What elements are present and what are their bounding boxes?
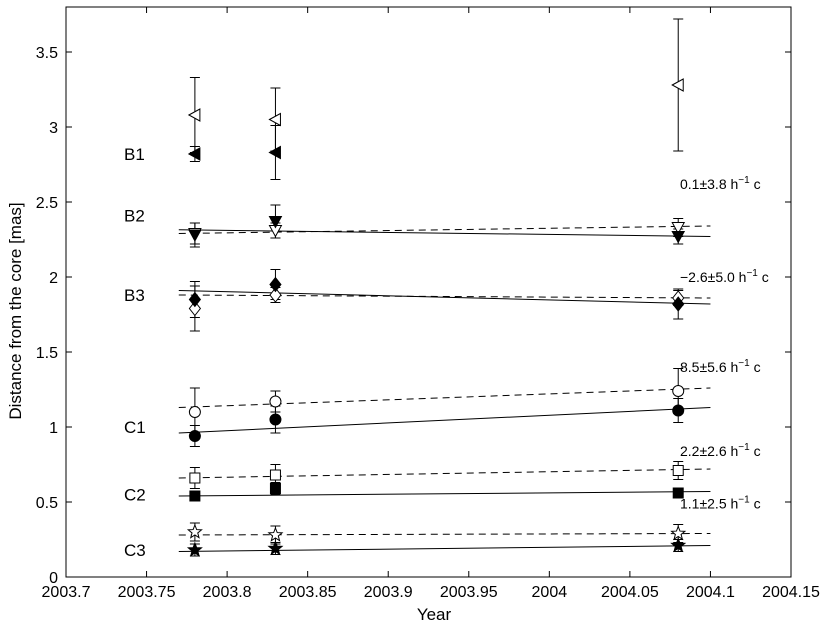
point-c3-open — [186, 523, 203, 539]
point-c1-filled — [269, 413, 282, 426]
point-b1-filled — [268, 145, 281, 160]
point-c3-filled — [670, 537, 687, 553]
component-label-b2: B2 — [124, 207, 145, 226]
fit-line-c1-solid — [178, 407, 711, 434]
point-c2-filled — [269, 483, 281, 494]
x-tick-label: 2004.15 — [762, 584, 820, 601]
x-tick-label: 2003.9 — [364, 584, 413, 601]
y-tick-label: 3.5 — [36, 45, 58, 62]
point-c2-filled — [672, 487, 684, 499]
speed-exponent: −1 — [746, 268, 758, 279]
y-axis-label: Distance from the core [mas] — [6, 202, 25, 419]
point-b2-open — [671, 222, 686, 235]
x-tick-label: 2003.95 — [440, 584, 498, 601]
speed-exponent: −1 — [738, 175, 750, 186]
y-tick-label: 3 — [49, 120, 58, 137]
speed-value: 2.2±2.6 h — [680, 443, 738, 459]
component-label-c1: C1 — [124, 418, 146, 437]
fit-line-b3-solid — [178, 290, 711, 305]
fit-line-c1-dashed — [178, 387, 711, 408]
point-b2-filled — [268, 216, 283, 229]
speed-exponent: −1 — [738, 442, 750, 453]
point-b1-open — [187, 108, 201, 122]
point-c1-open — [672, 385, 685, 397]
point-c2-open — [189, 472, 201, 484]
speed-value: 1.1±2.5 h — [680, 496, 738, 512]
x-tick-label: 2003.7 — [42, 584, 91, 601]
x-tick-label: 2004.1 — [686, 584, 735, 601]
point-c1-open — [188, 406, 201, 418]
point-b3-filled — [188, 291, 202, 308]
axes: 2003.7 2003.75 2003.8 2003.85 2003.9 2003.95 2… — [36, 6, 820, 601]
y-tick-label: 2.5 — [36, 195, 58, 212]
y-tick-label: 1 — [49, 420, 58, 437]
point-b3-open — [188, 300, 202, 317]
point-c1-open — [269, 395, 282, 408]
speed-unit: c — [750, 443, 761, 459]
point-c2-open — [672, 465, 684, 476]
point-c3-filled — [267, 540, 284, 556]
y-tick-label: 0.5 — [36, 495, 58, 512]
point-c3-open — [267, 526, 284, 542]
y-tick-label: 2 — [49, 270, 58, 287]
speed-label: 1.1±2.5 h−1 c — [680, 495, 761, 512]
fit-line-c2-dashed — [178, 468, 711, 479]
fit-line-c2-solid — [178, 491, 711, 497]
component-label-b1: B1 — [124, 145, 145, 164]
fit-line-c3-solid — [178, 545, 711, 552]
speed-label: 8.5±5.6 h−1 c — [680, 358, 761, 375]
speed-label: −2.6±5.0 h−1 c — [680, 268, 769, 285]
point-b1-filled — [187, 147, 201, 161]
speed-label: 0.1±3.8 h−1 c — [680, 175, 761, 192]
x-axis-label: Year — [417, 605, 452, 624]
speed-value: −2.6±5.0 h — [680, 269, 746, 285]
speed-unit: c — [750, 359, 761, 375]
plot-frame — [65, 6, 792, 578]
x-tick-label: 2003.85 — [279, 584, 337, 601]
error-bars — [189, 18, 684, 557]
point-b2-filled — [671, 231, 686, 244]
point-b3-filled — [672, 296, 685, 312]
point-b1-open — [671, 78, 684, 92]
fit-lines — [178, 225, 711, 552]
speed-exponent: −1 — [738, 358, 750, 369]
component-label-b3: B3 — [124, 286, 145, 305]
y-tick-label: 0 — [49, 570, 58, 587]
x-tick-label: 2004 — [532, 584, 568, 601]
speed-unit: c — [758, 269, 769, 285]
point-c1-filled — [188, 430, 201, 442]
fit-line-c3-dashed — [178, 533, 711, 536]
x-tick-label: 2003.75 — [118, 584, 176, 601]
x-tick-label: 2003.8 — [203, 584, 252, 601]
point-c2-open — [269, 469, 281, 481]
speed-value: 0.1±3.8 h — [680, 176, 738, 192]
point-b1-open — [268, 112, 281, 127]
y-tick-label: 1.5 — [36, 345, 58, 362]
data-markers — [186, 78, 687, 557]
point-c3-open — [670, 525, 687, 541]
speed-exponent: −1 — [738, 495, 750, 506]
speed-unit: c — [750, 176, 761, 192]
speed-unit: c — [750, 496, 761, 512]
speed-value: 8.5±5.6 h — [680, 359, 738, 375]
fit-line-b2-solid — [178, 229, 711, 237]
point-b3-open — [269, 287, 282, 303]
point-c1-filled — [672, 404, 685, 417]
component-label-c2: C2 — [124, 486, 146, 505]
x-tick-label: 2004.05 — [601, 584, 659, 601]
point-b3-filled — [269, 276, 282, 293]
point-c3-filled — [186, 541, 203, 557]
component-label-c3: C3 — [124, 541, 146, 560]
speed-label: 2.2±2.6 h−1 c — [680, 442, 761, 459]
fit-line-b2-dashed — [178, 225, 711, 234]
fit-line-b3-dashed — [178, 294, 711, 299]
point-c2-filled — [189, 490, 201, 502]
point-b2-filled — [188, 229, 202, 243]
